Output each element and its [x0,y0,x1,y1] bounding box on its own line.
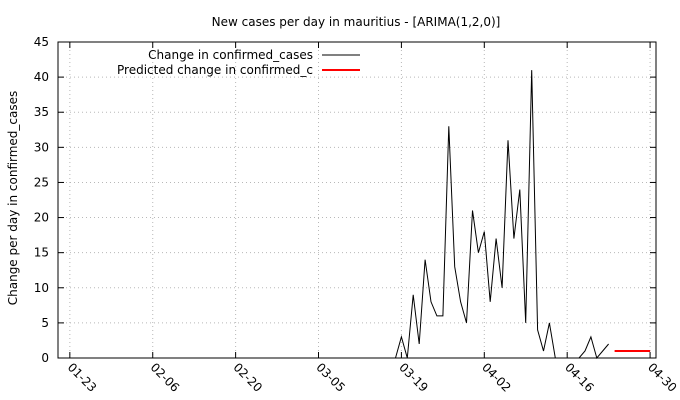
x-tick-label: 02-20 [231,360,266,395]
x-tick-label: 04-30 [645,360,680,395]
y-tick-label: 0 [41,351,49,365]
y-axis-label: Change per day in confirmed_cases [6,91,20,306]
series-line [69,70,609,360]
x-tick-label: 04-16 [562,360,597,395]
plot-frame [57,41,657,359]
y-tick-label: 25 [34,175,49,189]
y-tick-label: 20 [34,211,49,225]
x-tick-label: 04-02 [479,360,514,395]
y-tick-label: 40 [34,70,49,84]
y-tick-label: 10 [34,281,49,295]
chart-title: New cases per day in mauritius - [ARIMA(… [212,15,501,29]
x-tick-label: 03-05 [313,360,348,395]
x-tick-label: 03-19 [396,360,431,395]
y-tick-label: 30 [34,140,49,154]
series-lines [69,70,651,360]
y-tick-label: 15 [34,246,49,260]
x-tick-label: 01-23 [65,360,100,395]
grid-lines [58,42,656,358]
y-tick-label: 45 [34,35,49,49]
axis-ticks: 0 5 10 15 20 25 30 35 40 45 01-23 02-06 02-20 03-05 03… [34,35,680,395]
x-tick-label: 02-06 [148,360,183,395]
y-tick-label: 35 [34,105,49,119]
legend-label: Change in confirmed_cases [148,48,313,62]
y-tick-label: 5 [41,316,49,330]
legend-label: Predicted change in confirmed_c [117,63,313,77]
